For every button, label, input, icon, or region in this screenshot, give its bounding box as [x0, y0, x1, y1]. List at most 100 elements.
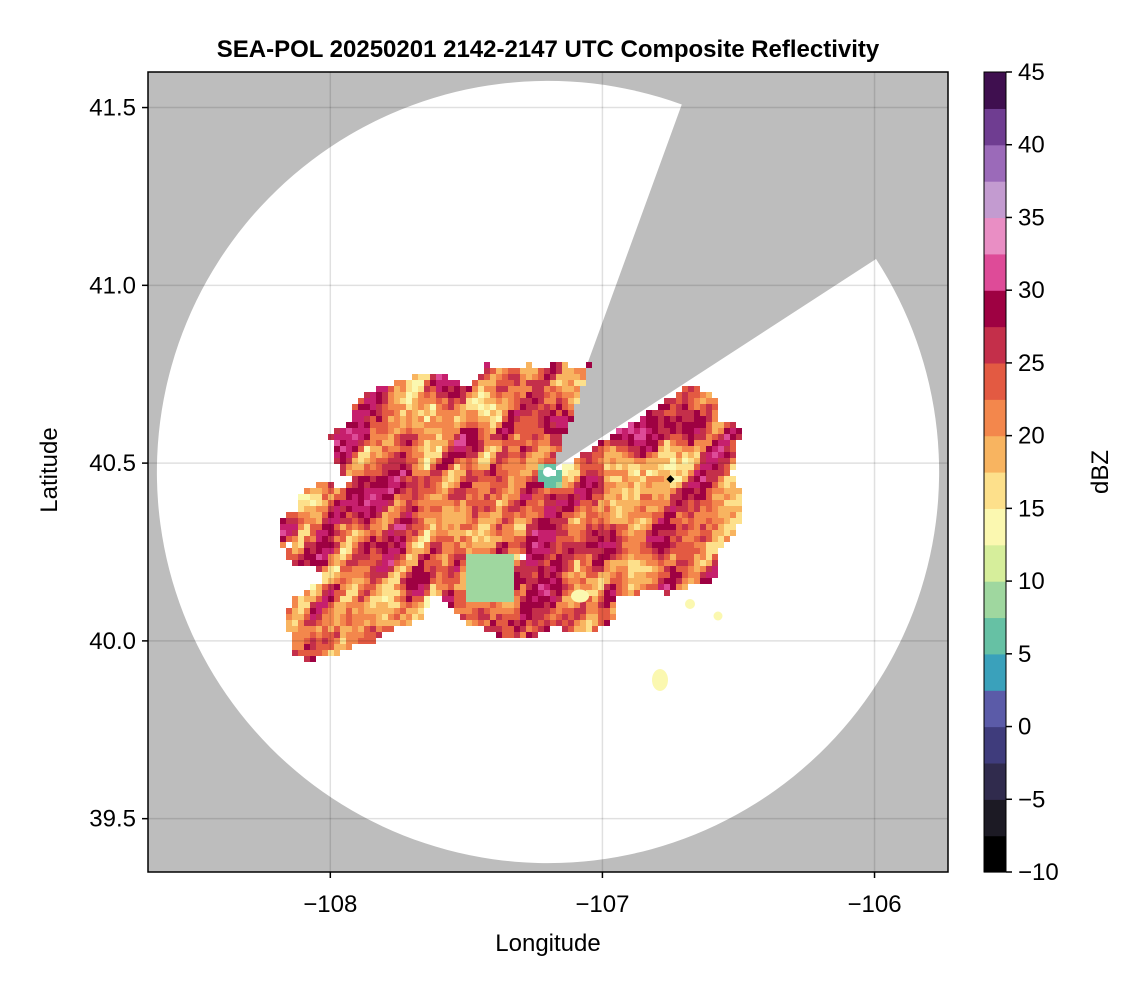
- echo-cell: [550, 374, 556, 380]
- echo-cell: [592, 578, 598, 584]
- echo-cell: [634, 536, 640, 542]
- echo-cell: [298, 530, 304, 536]
- echo-cell: [532, 374, 538, 380]
- echo-cell: [346, 434, 352, 440]
- echo-cell: [604, 500, 610, 506]
- echo-cell: [532, 512, 538, 518]
- echo-cell: [400, 560, 406, 566]
- echo-cell: [592, 524, 598, 530]
- echo-cell: [688, 530, 694, 536]
- echo-cell: [490, 536, 496, 542]
- echo-cell: [388, 518, 394, 524]
- echo-cell: [598, 548, 604, 554]
- echo-cell: [292, 638, 298, 644]
- echo-cell: [718, 434, 724, 440]
- echo-cell: [598, 458, 604, 464]
- echo-cell: [586, 524, 592, 530]
- echo-cell: [418, 404, 424, 410]
- echo-cell: [544, 368, 550, 374]
- echo-cell: [682, 518, 688, 524]
- echo-cell: [436, 518, 442, 524]
- echo-cell: [640, 578, 646, 584]
- echo-cell: [418, 506, 424, 512]
- echo-cell: [370, 488, 376, 494]
- echo-cell: [412, 428, 418, 434]
- echo-cell: [292, 512, 298, 518]
- echo-cell: [502, 548, 508, 554]
- echo-cell: [502, 410, 508, 416]
- echo-cell: [418, 374, 424, 380]
- echo-cell: [478, 548, 484, 554]
- echo-cell: [280, 542, 286, 548]
- echo-cell: [400, 608, 406, 614]
- echo-cell: [502, 566, 508, 572]
- echo-cell: [718, 512, 724, 518]
- echo-cell: [292, 524, 298, 530]
- echo-cell: [568, 554, 574, 560]
- echo-cell: [382, 572, 388, 578]
- echo-cell: [682, 548, 688, 554]
- echo-cell: [460, 518, 466, 524]
- echo-cell: [298, 554, 304, 560]
- echo-cell: [430, 506, 436, 512]
- echo-cell: [580, 458, 586, 464]
- colorbar-swatch: [984, 653, 1006, 691]
- echo-cell: [532, 560, 538, 566]
- echo-cell: [526, 446, 532, 452]
- echo-cell: [394, 524, 400, 530]
- echo-cell: [436, 578, 442, 584]
- echo-cell: [298, 524, 304, 530]
- echo-cell: [364, 608, 370, 614]
- echo-cell: [310, 602, 316, 608]
- echo-cell: [550, 458, 556, 464]
- echo-cell: [376, 482, 382, 488]
- echo-cell: [574, 554, 580, 560]
- echo-cell: [646, 446, 652, 452]
- echo-cell: [550, 398, 556, 404]
- echo-cell: [718, 506, 724, 512]
- echo-cell: [586, 530, 592, 536]
- echo-cell: [364, 506, 370, 512]
- echo-cell: [490, 488, 496, 494]
- echo-cell: [670, 422, 676, 428]
- echo-cell: [724, 476, 730, 482]
- echo-cell: [670, 410, 676, 416]
- echo-cell: [442, 434, 448, 440]
- echo-cell: [316, 488, 322, 494]
- echo-cell: [358, 404, 364, 410]
- echo-cell: [550, 536, 556, 542]
- echo-cell: [496, 518, 502, 524]
- echo-cell: [502, 626, 508, 632]
- echo-cell: [370, 548, 376, 554]
- echo-cell: [682, 488, 688, 494]
- echo-cell: [718, 494, 724, 500]
- echo-cell: [484, 602, 490, 608]
- echo-cell: [664, 530, 670, 536]
- echo-cell: [352, 518, 358, 524]
- echo-cell: [508, 506, 514, 512]
- echo-cell: [496, 434, 502, 440]
- echo-cell: [454, 488, 460, 494]
- echo-cell: [610, 494, 616, 500]
- echo-cell: [700, 548, 706, 554]
- echo-cell: [694, 386, 700, 392]
- echo-cell: [370, 536, 376, 542]
- echo-cell: [688, 428, 694, 434]
- echo-cell: [514, 476, 520, 482]
- echo-cell: [382, 506, 388, 512]
- echo-cell: [448, 488, 454, 494]
- echo-cell: [544, 530, 550, 536]
- echo-cell: [580, 452, 586, 458]
- echo-cell: [472, 554, 478, 560]
- echo-cell: [670, 404, 676, 410]
- echo-cell: [370, 590, 376, 596]
- echo-cell: [562, 464, 568, 470]
- echo-cell: [406, 614, 412, 620]
- echo-cell: [634, 422, 640, 428]
- echo-cell: [502, 620, 508, 626]
- echo-cell: [616, 428, 622, 434]
- echo-cell: [694, 572, 700, 578]
- echo-cell: [328, 530, 334, 536]
- echo-cell: [424, 518, 430, 524]
- echo-cell: [514, 590, 520, 596]
